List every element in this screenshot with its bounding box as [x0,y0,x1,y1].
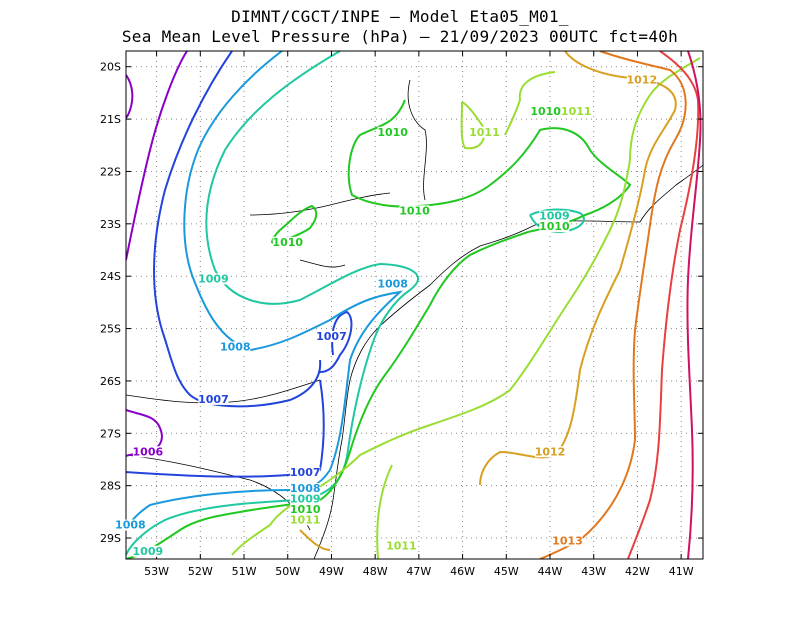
contour-label-1008: 1008 [220,341,251,354]
contour-label-bg [386,540,417,552]
contour-label-1011: 1011 [469,126,500,139]
x-tick-label: 46W [450,565,475,578]
y-tick-label: 24S [100,270,121,283]
contour-label-1010: 1010 [399,204,430,217]
x-tick-label: 51W [232,565,257,578]
plot-frame [125,50,704,560]
contour-label-bg [220,341,251,353]
isobar-1011-s [376,464,393,559]
isobar-1007 [153,51,322,408]
contour-label-1010: 1010 [530,105,561,118]
contour-label-1013: 1013 [552,534,583,547]
y-tick-label: 28S [100,480,121,493]
contour-label-1011: 1011 [386,540,417,553]
contour-label-1010: 1010 [539,220,570,233]
isobar-1008 [126,51,404,531]
x-tick-label: 52W [188,565,213,578]
contour-label-bg [377,126,408,138]
x-tick-label: 47W [406,565,431,578]
contour-label-bg [552,535,583,547]
contour-label-1010: 1010 [377,126,408,139]
isobar-1006-north [126,51,188,261]
contour-label-1009: 1009 [198,272,229,285]
contour-label-bg [115,519,146,531]
chart-title-line1: DIMNT/CGCT/INPE – Model Eta05_M01_ [231,7,569,26]
contour-label-bg [539,221,570,233]
contour-label-1012: 1012 [535,445,566,458]
contour-label-1009: 1009 [290,492,321,505]
isobar-1011-b [460,101,485,150]
contour-label-bg [290,482,321,494]
x-tick-label: 41W [669,565,694,578]
isobar-1010-w [271,204,318,244]
contour-label-bg [290,514,321,526]
contour-label-1012: 1012 [626,73,657,86]
x-tick-label: 50W [275,565,300,578]
isobar-1011 [231,57,701,556]
contour-label-bg [290,503,321,515]
x-tick-label: 53W [144,565,169,578]
isobar-1012 [479,51,677,486]
contour-label-bg [198,273,229,285]
isobar-1009 [126,51,419,556]
y-tick-label: 21S [100,113,121,126]
y-tick-label: 22S [100,165,121,178]
contour-label-bg [290,493,321,505]
contour-label-bg [469,126,500,138]
contour-label-bg [626,74,657,86]
chart-title-line2: Sea Mean Level Pressure (hPa) – 21/09/20… [121,27,679,46]
y-tick-label: 29S [100,532,121,545]
isobar-1006 [126,409,163,457]
x-tick-label: 43W [581,565,606,578]
contour-label-1011: 1011 [561,105,592,118]
contour-label-bg [132,545,163,557]
contour-label-1010: 1010 [272,236,303,249]
isobar-1015 [686,51,702,559]
contour-labels: 1006100710071007100810081008100810091009… [115,73,657,557]
isobar-1007-b [319,310,353,373]
contour-lines [126,51,703,559]
y-tick-label: 25S [100,323,121,336]
x-tick-label: 48W [363,565,388,578]
contour-label-1011: 1011 [290,513,321,526]
contour-label-bg [399,205,430,217]
grid-lines [126,51,703,559]
contour-label-1009: 1009 [133,545,164,558]
contour-label-bg [539,210,570,222]
contour-label-bg [198,393,229,405]
contour-label-bg [377,278,408,290]
contour-label-bg [316,331,347,343]
contour-label-bg [561,105,592,117]
contour-label-1008: 1008 [290,482,321,495]
isobar-1013 [539,51,687,559]
axis-ticks: 53W 52W 51W 50W 49W 48W 47W 46W 45W 44W 43W 42W 41W 2… [100,51,703,578]
contour-label-1009: 1009 [539,210,570,223]
contour-label-1007: 1007 [316,330,347,343]
x-tick-label: 49W [319,565,344,578]
y-tick-label: 27S [100,427,121,440]
x-tick-label: 45W [494,565,519,578]
contour-label-1006: 1006 [133,445,164,458]
isobar-1012-s [299,529,331,551]
isobar-1014 [627,51,700,559]
isobar-1011-c [504,71,556,136]
contour-label-bg [272,236,303,248]
isobar-1006-nw [126,74,134,119]
contour-label-bg [535,446,566,458]
contour-label-1010: 1010 [290,503,321,516]
y-tick-label: 26S [100,375,121,388]
contour-label-bg [290,467,321,479]
y-tick-label: 23S [100,218,121,231]
x-tick-label: 44W [538,565,563,578]
contour-label-bg [530,105,561,117]
contour-label-bg [132,446,163,458]
contour-label-1008: 1008 [377,278,408,291]
contour-label-1008: 1008 [115,519,146,532]
y-tick-label: 20S [100,61,121,74]
contour-label-1007: 1007 [290,466,321,479]
contour-label-1007: 1007 [198,393,229,406]
x-tick-label: 42W [625,565,650,578]
